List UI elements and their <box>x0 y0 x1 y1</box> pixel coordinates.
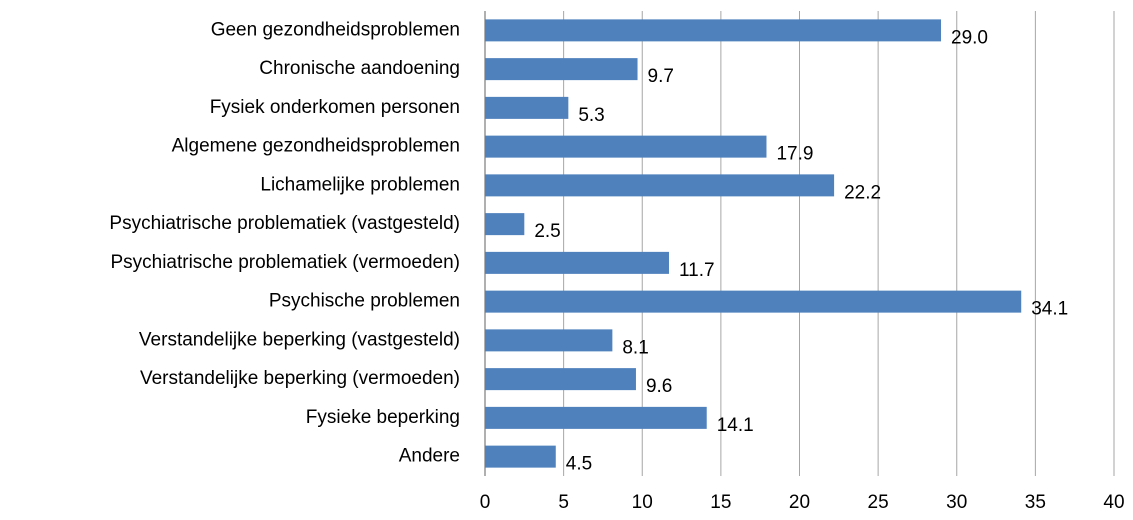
bar <box>485 445 556 468</box>
bar <box>485 368 636 391</box>
y-tick-label: Verstandelijke beperking (vastgesteld) <box>139 329 460 350</box>
x-tick-label: 40 <box>1103 492 1124 513</box>
bar <box>485 58 638 81</box>
value-label: 17.9 <box>776 144 813 165</box>
y-tick-label: Fysiek onderkomen personen <box>210 97 460 118</box>
bar <box>485 19 942 42</box>
bar <box>485 135 767 158</box>
value-label: 2.5 <box>534 221 560 242</box>
bar <box>485 406 707 429</box>
x-tick-label: 15 <box>710 492 731 513</box>
x-tick-label: 30 <box>946 492 967 513</box>
value-label: 22.2 <box>844 182 881 203</box>
bar <box>485 213 525 236</box>
y-tick-label: Chronische aandoening <box>259 58 460 79</box>
value-label: 9.6 <box>646 376 672 397</box>
value-label: 4.5 <box>566 454 592 475</box>
bar <box>485 174 835 197</box>
y-tick-label: Verstandelijke beperking (vermoeden) <box>140 368 460 389</box>
y-tick-label: Lichamelijke problemen <box>260 174 460 195</box>
y-tick-label: Algemene gezondheidsproblemen <box>172 136 460 157</box>
value-label: 5.3 <box>578 105 604 126</box>
x-tick-label: 35 <box>1025 492 1046 513</box>
value-label: 34.1 <box>1031 299 1068 320</box>
y-tick-label: Psychische problemen <box>269 291 460 312</box>
y-tick-label: Andere <box>399 446 460 467</box>
y-tick-label: Fysieke beperking <box>306 407 460 428</box>
y-tick-label: Psychiatrische problematiek (vastgesteld… <box>109 213 460 234</box>
bar <box>485 96 569 119</box>
x-tick-label: 0 <box>480 492 491 513</box>
x-tick-label: 25 <box>868 492 889 513</box>
value-label: 8.1 <box>622 337 648 358</box>
y-tick-label: Geen gezondheidsproblemen <box>211 19 460 40</box>
bar <box>485 329 613 352</box>
y-tick-label: Psychiatrische problematiek (vermoeden) <box>110 252 460 273</box>
value-label: 29.0 <box>951 27 988 48</box>
bar <box>485 290 1022 313</box>
bar <box>485 251 669 274</box>
x-tick-label: 10 <box>632 492 653 513</box>
x-tick-label: 20 <box>789 492 810 513</box>
x-tick-label: 5 <box>558 492 569 513</box>
value-label: 11.7 <box>679 260 715 281</box>
value-label: 14.1 <box>717 415 754 436</box>
value-label: 9.7 <box>648 66 674 87</box>
